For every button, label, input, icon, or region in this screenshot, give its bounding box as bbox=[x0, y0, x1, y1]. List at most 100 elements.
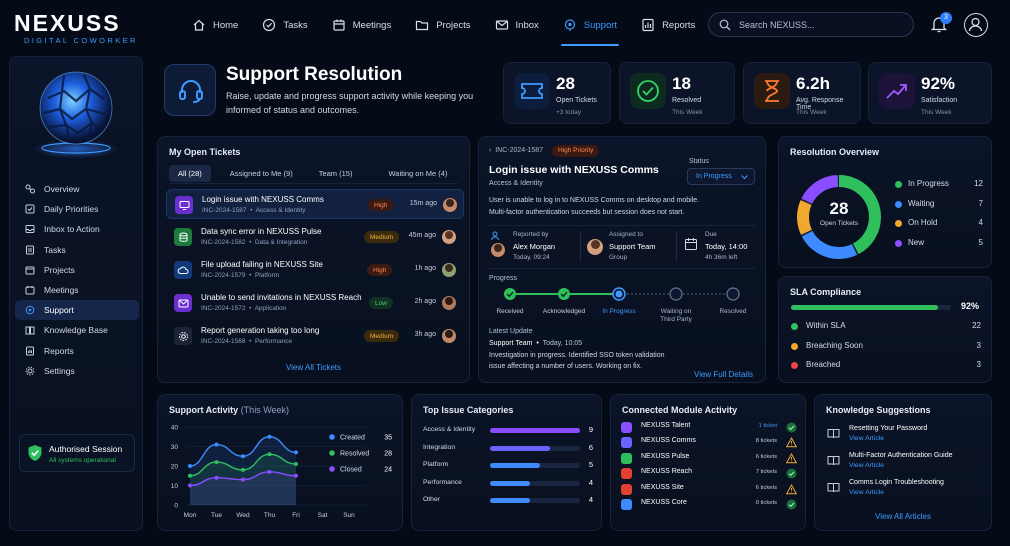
legend-dot bbox=[895, 200, 902, 208]
data-point[interactable] bbox=[267, 452, 272, 457]
stat-open-tickets[interactable]: 28 Open Tickets +3 today bbox=[503, 62, 611, 124]
sidebar-item-daily-priorities[interactable]: Daily Priorities bbox=[15, 199, 139, 219]
data-point[interactable] bbox=[188, 464, 192, 468]
nav-projects[interactable]: Projects bbox=[403, 6, 482, 44]
ticket-row[interactable]: File upload failing in NEXUSS Site INC-2… bbox=[166, 255, 464, 285]
tab-assigned[interactable]: Assigned to Me (9) bbox=[229, 169, 293, 178]
view-article-link[interactable]: View Article bbox=[849, 435, 885, 442]
data-point[interactable] bbox=[241, 477, 245, 482]
tab-waiting[interactable]: Waiting on Me (4) bbox=[388, 169, 448, 178]
data-point[interactable] bbox=[294, 450, 298, 455]
category-row[interactable]: Performance 4 bbox=[423, 478, 593, 490]
page-description-line1: Raise, update and progress support activ… bbox=[226, 91, 474, 101]
sidebar-item-projects[interactable]: Projects bbox=[15, 260, 139, 280]
tasks-icon bbox=[26, 245, 34, 255]
module-row[interactable]: NEXUSS Comms 8 tickets bbox=[621, 436, 799, 449]
update-when: Today, 10:05 bbox=[542, 340, 583, 347]
sidebar-item-overview[interactable]: Overview bbox=[15, 179, 139, 199]
sidebar-item-reports[interactable]: Reports bbox=[15, 341, 139, 361]
due-date: Due Today, 14:00 4h 36m left bbox=[684, 231, 764, 263]
nav-inbox[interactable]: Inbox bbox=[483, 6, 551, 44]
due-left: 4h 36m left bbox=[705, 254, 738, 261]
data-point[interactable] bbox=[188, 473, 192, 478]
data-point[interactable] bbox=[214, 460, 219, 465]
search-input[interactable]: Search NEXUSS... bbox=[708, 12, 914, 37]
module-icon bbox=[621, 422, 632, 433]
module-row[interactable]: NEXUSS Reach 7 tickets bbox=[621, 467, 799, 480]
donut-segment-on-hold[interactable] bbox=[797, 175, 881, 259]
nav-tasks[interactable]: Tasks bbox=[250, 6, 319, 44]
step-resolved: Resolved bbox=[719, 308, 747, 315]
data-point[interactable] bbox=[267, 469, 272, 474]
module-ticket-count: 7 tickets bbox=[755, 469, 777, 476]
category-row[interactable]: Access & Identity 9 bbox=[423, 425, 593, 437]
open-tickets-panel: My Open Tickets All (28) Assigned to Me … bbox=[157, 136, 470, 383]
data-point[interactable] bbox=[294, 473, 298, 478]
tab-team[interactable]: Team (15) bbox=[318, 169, 353, 178]
knowledge-item[interactable]: Resetting Your Password View Article bbox=[827, 425, 987, 447]
notifications-button[interactable]: 3 bbox=[930, 12, 952, 36]
data-point[interactable] bbox=[188, 483, 192, 488]
knowledge-item[interactable]: Comms Login Troubleshooting View Article bbox=[827, 479, 987, 501]
stat-satisfaction[interactable]: 92% Satisfaction This Week bbox=[868, 62, 992, 124]
module-row[interactable]: NEXUSS Talent 1 ticket bbox=[621, 421, 799, 434]
view-all-articles-link[interactable]: View All Articles bbox=[875, 512, 931, 521]
donut-segment-waiting[interactable] bbox=[797, 175, 881, 259]
ticket-category: Platform bbox=[254, 272, 280, 279]
ticket-row[interactable]: Login issue with NEXUSS Comms INC-2024-1… bbox=[166, 189, 464, 219]
sla-item: Breached 3 bbox=[791, 360, 981, 372]
sidebar-item-knowledge-base[interactable]: Knowledge Base bbox=[15, 320, 139, 340]
nav-home-label: Home bbox=[213, 19, 239, 31]
view-all-tickets-link[interactable]: View All Tickets bbox=[286, 363, 341, 372]
donut-total-label: Open Tickets bbox=[820, 220, 858, 227]
ticket-meta: INC-2024-1568 • Performance bbox=[201, 338, 293, 345]
ticket-row[interactable]: Report generation taking too long INC-20… bbox=[166, 321, 464, 351]
category-row[interactable]: Other 4 bbox=[423, 495, 593, 507]
sidebar-item-meetings[interactable]: Meetings bbox=[15, 280, 139, 300]
view-article-link[interactable]: View Article bbox=[849, 489, 885, 496]
nav-reports[interactable]: Reports bbox=[629, 6, 707, 44]
brand-logo[interactable]: NEXUSS DIGITAL COWORKER bbox=[14, 10, 154, 45]
sidebar-item-tasks[interactable]: Tasks bbox=[15, 240, 139, 260]
view-article-link[interactable]: View Article bbox=[849, 462, 885, 469]
brand-name: NEXUSS bbox=[14, 10, 121, 36]
module-row[interactable]: NEXUSS Core 0 tickets bbox=[621, 498, 799, 511]
ticket-row[interactable]: Data sync error in NEXUSS Pulse INC-2024… bbox=[166, 222, 464, 252]
stat-response-time[interactable]: 6.2h Avg. Response Time This Week bbox=[743, 62, 861, 124]
data-point[interactable] bbox=[267, 434, 272, 439]
category-bar bbox=[490, 480, 530, 486]
support-activity-line-chart: 40 30 20 10 0 Mon Tue Wed Thu Fri Sat Sun Created 35 R… bbox=[171, 425, 392, 520]
status-value: In Progress bbox=[696, 173, 732, 180]
sidebar-item-inbox-to-action[interactable]: Inbox to Action bbox=[15, 219, 139, 239]
sidebar-item-settings[interactable]: Settings bbox=[15, 361, 139, 381]
ticket-row[interactable]: Unable to send invitations in NEXUSS Rea… bbox=[166, 288, 464, 318]
status-select[interactable]: In Progress bbox=[687, 168, 755, 185]
session-status-text: All systems operational bbox=[49, 457, 116, 464]
module-row[interactable]: NEXUSS Site 6 tickets bbox=[621, 483, 799, 496]
ticket-meta: INC-2024-1572 • Application bbox=[201, 305, 287, 312]
ticket-id: INC-2024-1582 bbox=[201, 239, 246, 246]
donut-segment-in-progress[interactable] bbox=[797, 175, 881, 259]
data-point[interactable] bbox=[241, 467, 245, 472]
view-full-details-link[interactable]: View Full Details bbox=[694, 370, 753, 379]
nav-home[interactable]: Home bbox=[180, 6, 250, 44]
shield-check-icon bbox=[28, 445, 42, 461]
nav-support[interactable]: Support bbox=[551, 6, 629, 46]
sidebar-item-support[interactable]: Support bbox=[15, 300, 139, 321]
nav-meetings[interactable]: Meetings bbox=[320, 6, 404, 44]
data-point[interactable] bbox=[214, 442, 219, 447]
step-waiting-line1: Waiting on bbox=[660, 308, 692, 315]
data-point[interactable] bbox=[214, 475, 219, 480]
category-row[interactable]: Platform 5 bbox=[423, 460, 593, 472]
data-point[interactable] bbox=[294, 462, 298, 467]
legend-dot bbox=[895, 181, 902, 188]
stat-resolved[interactable]: 18 Resolved This Week bbox=[619, 62, 735, 124]
category-row[interactable]: Integration 6 bbox=[423, 443, 593, 455]
legend-dot bbox=[329, 450, 335, 456]
sidebar: Overview Daily Priorities Inbox to Actio… bbox=[9, 56, 143, 531]
module-row[interactable]: NEXUSS Pulse 6 tickets bbox=[621, 452, 799, 465]
tab-all[interactable]: All (28) bbox=[169, 165, 211, 182]
knowledge-item[interactable]: Multi-Factor Authentication Guide View A… bbox=[827, 452, 987, 474]
data-point[interactable] bbox=[241, 454, 245, 459]
user-avatar-button[interactable] bbox=[964, 13, 988, 37]
